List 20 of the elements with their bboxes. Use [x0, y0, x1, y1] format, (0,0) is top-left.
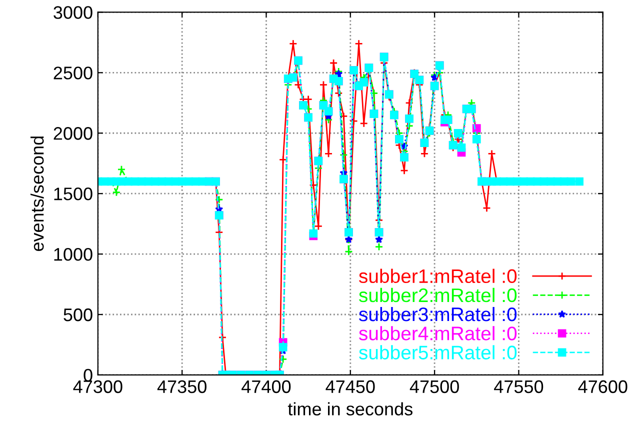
x-tick-label: 47300 [73, 380, 122, 394]
y-tick-label: 1500 [54, 188, 92, 200]
y-tick-label: 2000 [54, 127, 92, 140]
x-tick-label: 47450 [326, 380, 375, 394]
x-tick-label: 47600 [578, 380, 628, 394]
legend-label: subber3:mRatel :0 [359, 306, 517, 322]
y-tick-label: 2500 [54, 66, 92, 80]
legend-label: subber1:mRatel :0 [359, 268, 517, 284]
x-tick-label: 47350 [157, 380, 206, 394]
x-axis-title: time in seconds [288, 402, 412, 416]
x-tick-label: 47550 [494, 380, 544, 394]
y-tick-label: 500 [64, 308, 92, 322]
x-tick-label: 47500 [410, 380, 459, 394]
legend-label: subber4:mRatel :0 [359, 326, 517, 340]
x-tick-label: 47400 [242, 380, 291, 394]
y-tick-label: 1000 [54, 248, 92, 261]
y-tick-label: 3000 [54, 6, 92, 19]
legend-label: subber2:mRatel :0 [359, 288, 517, 302]
legend-label: subber5:mRatel :0 [359, 345, 517, 360]
y-axis-title: events/second [30, 136, 44, 252]
